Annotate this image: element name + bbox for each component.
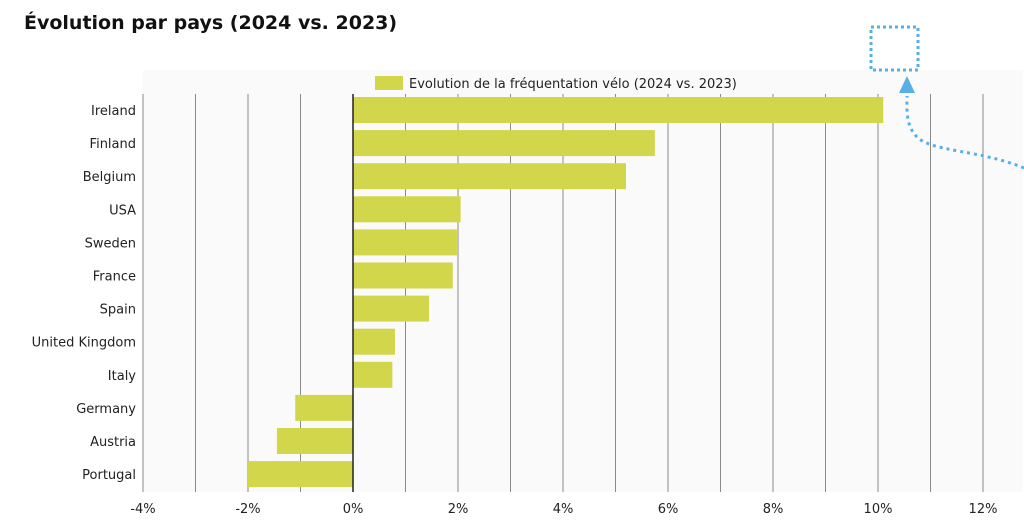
x-tick-label: 12% <box>969 502 998 517</box>
x-tick-labels: -4% -2% 0% 2% 4% 6% 8% 10% 12% <box>130 502 997 517</box>
bar <box>353 130 655 157</box>
category-label: Germany <box>76 402 136 417</box>
category-label: Spain <box>100 303 136 318</box>
annotation-arrowhead-icon <box>899 76 915 93</box>
category-label: Ireland <box>91 104 136 119</box>
grid-lines <box>142 94 984 492</box>
bar <box>353 163 626 190</box>
bar <box>353 295 430 322</box>
bar <box>276 428 353 454</box>
category-label: Sweden <box>85 236 136 251</box>
category-labels: Ireland Finland Belgium USA Sweden France Spai… <box>32 104 137 483</box>
x-tick-label: -2% <box>235 502 260 517</box>
category-label: France <box>93 270 136 285</box>
x-tick-label: 2% <box>448 502 469 517</box>
page-title: Évolution par pays (2024 vs. 2023) <box>24 12 398 34</box>
legend-swatch <box>375 76 403 90</box>
x-tick-label: -4% <box>130 502 155 517</box>
annotation-dotted-box <box>869 25 920 72</box>
bar <box>353 328 395 355</box>
category-label: Finland <box>90 137 136 152</box>
category-label: United Kingdom <box>32 336 136 351</box>
x-tick-label: 6% <box>658 502 679 517</box>
x-tick-label: 10% <box>864 502 893 517</box>
category-label: Belgium <box>83 170 136 185</box>
bar <box>353 262 453 289</box>
bars <box>248 97 884 488</box>
bar <box>248 461 353 488</box>
bar <box>353 97 884 123</box>
x-tick-label: 0% <box>343 502 364 517</box>
bar <box>353 361 393 388</box>
legend: Evolution de la fréquentation vélo (2024… <box>375 76 737 92</box>
category-label: Portugal <box>82 468 136 483</box>
bar <box>295 394 353 421</box>
annotation-dotted-arrow-line <box>905 95 1024 170</box>
annotation-marker <box>869 25 1024 170</box>
x-tick-label: 8% <box>763 502 784 517</box>
category-label: USA <box>109 203 136 218</box>
category-label: Austria <box>90 435 136 450</box>
bar <box>353 196 461 223</box>
legend-label: Evolution de la fréquentation vélo (2024… <box>409 77 737 92</box>
category-label: Italy <box>108 369 137 384</box>
bar <box>353 229 457 256</box>
x-tick-label: 4% <box>553 502 574 517</box>
